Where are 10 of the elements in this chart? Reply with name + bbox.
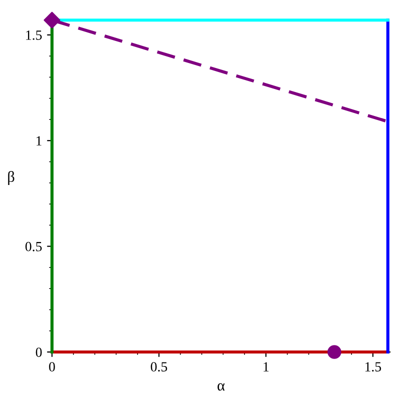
y-tick-label: 0 <box>36 348 42 357</box>
y-tick-label: 0.5 <box>25 242 42 252</box>
x-tick-label: 1 <box>264 362 269 372</box>
x-tick-label: 1.5 <box>365 362 382 372</box>
x-tick-label: 0.5 <box>150 362 168 372</box>
x-tick-label: 0 <box>49 362 55 372</box>
y-tick-label: 1.5 <box>26 30 42 40</box>
x-axis-title: α <box>218 383 225 391</box>
y-axis-title: β <box>8 170 14 185</box>
y-tick-label: 1 <box>36 136 42 146</box>
